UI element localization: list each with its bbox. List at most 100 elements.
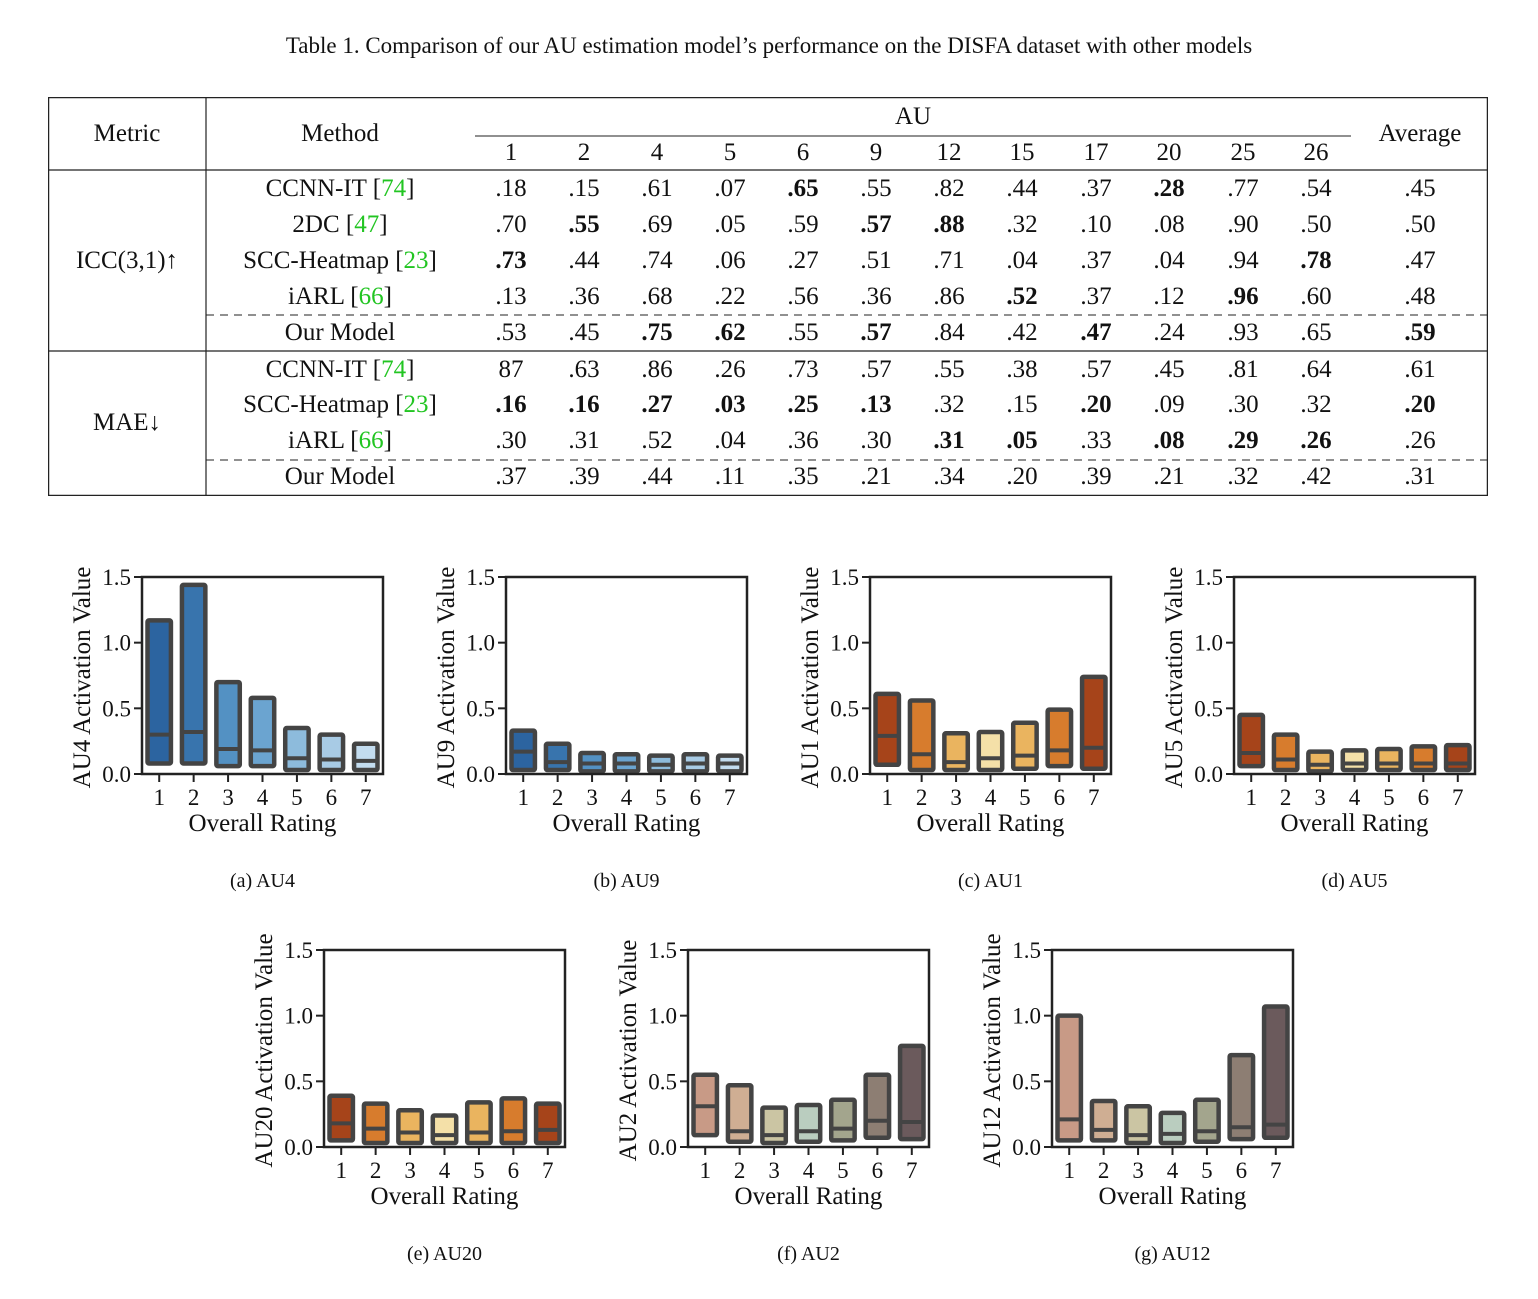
table-cell: .33 xyxy=(1080,427,1111,454)
y-tick-label: 0.0 xyxy=(1194,762,1223,787)
table-cell: .69 xyxy=(641,211,672,238)
table-cell: .31 xyxy=(568,427,599,454)
x-tick-label: 3 xyxy=(1314,785,1326,810)
table-cell: .45 xyxy=(568,319,599,346)
method-name: Our Model xyxy=(285,319,395,346)
method-name: 2DC [47] xyxy=(292,211,387,238)
table-cell: .30 xyxy=(1227,391,1258,418)
box-bar xyxy=(396,1107,425,1146)
metric-label: MAE↓ xyxy=(93,409,161,436)
table-cell: .55 xyxy=(787,319,818,346)
au-column-header: 9 xyxy=(870,139,883,166)
table-cell: .36 xyxy=(787,427,818,454)
table-cell: .36 xyxy=(860,283,891,310)
box-bar xyxy=(1237,712,1266,769)
x-tick-label: 3 xyxy=(1132,1158,1144,1183)
x-tick-label: 2 xyxy=(188,785,200,810)
box-bar xyxy=(863,1072,892,1141)
table-cell: .37 xyxy=(1080,247,1111,274)
x-axis-label: Overall Rating xyxy=(189,810,337,837)
box-bar xyxy=(1055,1013,1084,1143)
average-cell: .45 xyxy=(1404,175,1435,202)
method-name: CCNN-IT [74] xyxy=(266,175,415,202)
table-cell: .32 xyxy=(1006,211,1037,238)
x-tick-label: 2 xyxy=(1280,785,1292,810)
table-cell: .26 xyxy=(1300,427,1331,454)
table-cell: .42 xyxy=(1300,463,1331,490)
table-cell: .42 xyxy=(1006,319,1037,346)
y-tick-label: 0.5 xyxy=(648,1069,677,1094)
au-column-header: 1 xyxy=(505,139,518,166)
plot-frame xyxy=(504,575,749,776)
table-cell: .88 xyxy=(933,211,964,238)
table-cell: .34 xyxy=(933,463,965,490)
x-tick-label: 3 xyxy=(950,785,962,810)
citation-bracket: ] xyxy=(384,283,392,310)
table-cell: .77 xyxy=(1227,175,1258,202)
table-cell: .11 xyxy=(715,463,745,490)
table-cell: .39 xyxy=(1080,463,1111,490)
y-tick-label: 0.0 xyxy=(102,762,131,787)
box-bar xyxy=(942,731,971,773)
table-cell: .47 xyxy=(1080,319,1111,346)
x-tick-label: 6 xyxy=(1236,1158,1248,1183)
table-cell: .30 xyxy=(860,427,891,454)
table-cell: .65 xyxy=(1300,319,1331,346)
y-tick-label: 0.5 xyxy=(1194,696,1223,721)
average-cell: .61 xyxy=(1404,356,1435,383)
table-cell: .55 xyxy=(860,175,891,202)
plot-frame xyxy=(686,948,931,1149)
x-tick-label: 4 xyxy=(621,785,633,810)
y-tick-label: 1.0 xyxy=(1194,631,1223,656)
table-cell: .03 xyxy=(714,391,745,418)
x-axis-label: Overall Rating xyxy=(1281,810,1429,837)
average-cell: .48 xyxy=(1404,283,1435,310)
box-bar xyxy=(351,741,380,773)
x-tick-label: 7 xyxy=(906,1158,918,1183)
header-au: AU xyxy=(895,103,931,130)
box-bar xyxy=(543,741,572,773)
citation-bracket: ] xyxy=(379,211,387,238)
subfigure-caption: (d) AU5 xyxy=(1321,870,1388,892)
table-cell: .73 xyxy=(495,247,526,274)
box-bar xyxy=(179,582,208,766)
subfigure-caption: (e) AU20 xyxy=(407,1243,482,1265)
table-cell: .57 xyxy=(1080,356,1111,383)
y-tick-label: 0.0 xyxy=(648,1135,677,1160)
y-axis-label: AU1 Activation Value xyxy=(797,567,824,789)
x-tick-label: 4 xyxy=(439,1158,451,1183)
box-bar xyxy=(145,618,174,766)
table-cell: .60 xyxy=(1300,283,1331,310)
plot-frame xyxy=(1050,948,1295,1149)
table-cell: .06 xyxy=(714,247,745,274)
box-chart-1: 0.0 0.5 1.0 1.5 1 2 3 4 5 6 7 Overall Rating AU4 Act… xyxy=(69,565,385,837)
x-tick-label: 6 xyxy=(690,785,702,810)
x-tick-label: 3 xyxy=(586,785,598,810)
x-tick-label: 7 xyxy=(1270,1158,1282,1183)
table-cell: .16 xyxy=(495,391,526,418)
average-cell: .26 xyxy=(1404,427,1435,454)
x-tick-label: 4 xyxy=(803,1158,815,1183)
table-cell: .04 xyxy=(714,427,746,454)
y-tick-label: 1.0 xyxy=(1012,1004,1041,1029)
table-cell: .61 xyxy=(641,175,672,202)
table-caption: Table 1. Comparison of our AU estimation… xyxy=(285,33,1253,58)
box-bar xyxy=(907,698,936,773)
table-cell: .09 xyxy=(1153,391,1184,418)
box-bar xyxy=(1227,1052,1256,1142)
y-axis-label: AU9 Activation Value xyxy=(433,567,460,789)
x-tick-label: 5 xyxy=(837,1158,849,1183)
table-cell: .52 xyxy=(641,427,672,454)
method-name: iARL [66] xyxy=(288,427,392,454)
y-tick-label: 1.0 xyxy=(648,1004,677,1029)
table-cell: .44 xyxy=(641,463,673,490)
plot-frame xyxy=(140,575,385,776)
au-column-header: 20 xyxy=(1157,139,1182,166)
box-chart-7: 0.0 0.5 1.0 1.5 1 2 3 4 5 6 7 Overall Rating AU12 Ac… xyxy=(979,933,1295,1210)
box-chart-6: 0.0 0.5 1.0 1.5 1 2 3 4 5 6 7 Overall Rating AU2 Act… xyxy=(615,938,931,1210)
x-tick-label: 3 xyxy=(768,1158,780,1183)
au-column-header: 25 xyxy=(1231,139,1256,166)
subfigure-caption: (b) AU9 xyxy=(593,870,660,892)
table-cell: .62 xyxy=(714,319,745,346)
table-cell: .81 xyxy=(1227,356,1258,383)
